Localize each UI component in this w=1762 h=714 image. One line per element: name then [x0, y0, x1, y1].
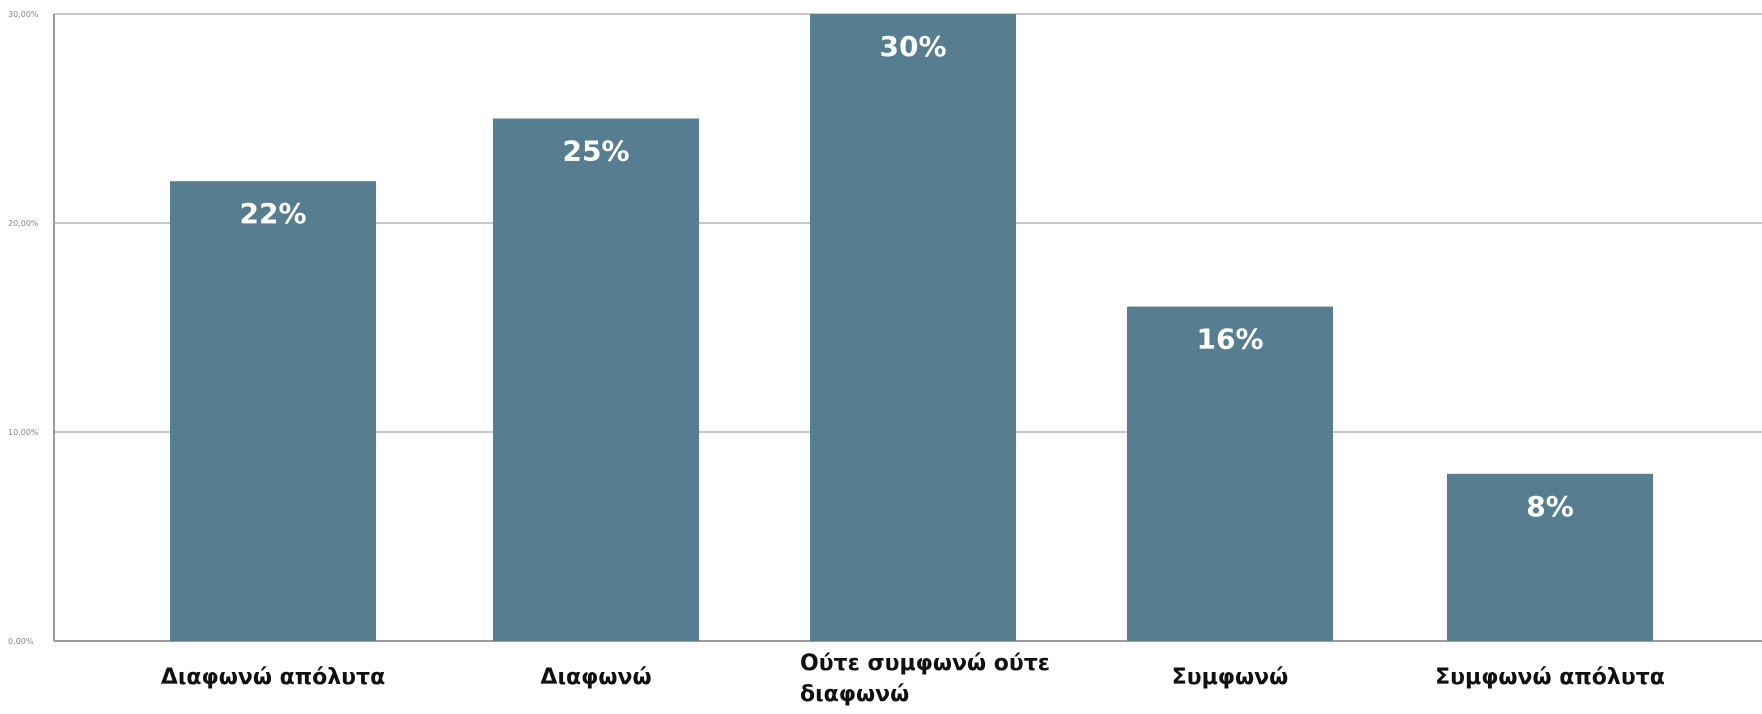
y-tick-label: 10,00% [8, 428, 39, 437]
bar-data-label: 25% [562, 135, 629, 168]
bar [493, 118, 699, 641]
bar-data-label: 8% [1526, 490, 1574, 523]
bar-data-label: 22% [239, 197, 306, 230]
bar [1127, 306, 1333, 641]
x-category-label: Συμφωνώ [1172, 665, 1289, 690]
x-category-label: Διαφωνώ [540, 665, 651, 690]
bar [1447, 473, 1653, 641]
y-tick-label: 0,00% [8, 637, 34, 646]
bar-data-label: 16% [1196, 323, 1263, 356]
bar [170, 181, 376, 641]
x-category-label: διαφωνώ [800, 682, 909, 707]
x-category-label: Διαφωνώ απόλυτα [161, 665, 385, 690]
x-category-label: Συμφωνώ απόλυτα [1435, 665, 1665, 690]
bar-data-label: 30% [879, 30, 946, 63]
y-tick-label: 20,00% [8, 219, 39, 228]
bar [810, 14, 1016, 641]
x-category-label: Ούτε συμφωνώ ούτε [800, 651, 1050, 676]
y-tick-label: 30,00% [8, 10, 39, 19]
